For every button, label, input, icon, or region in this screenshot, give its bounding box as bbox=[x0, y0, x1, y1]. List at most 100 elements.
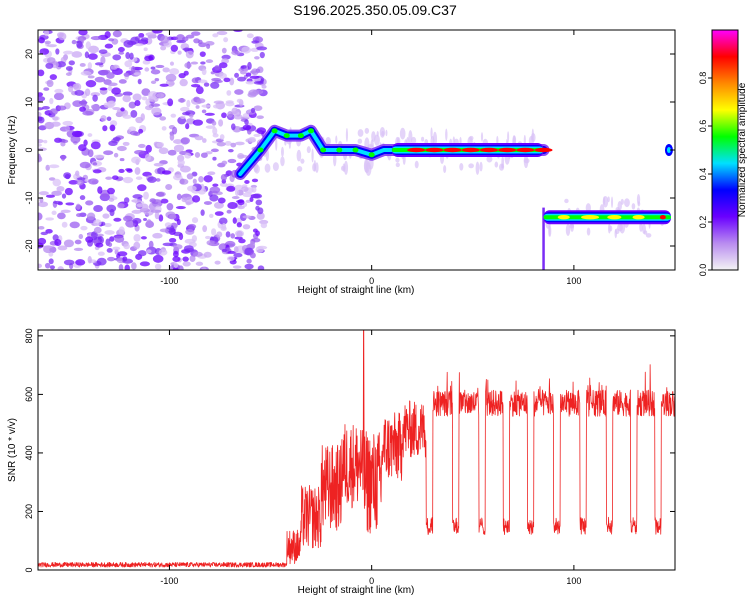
noise-blob bbox=[88, 53, 98, 60]
noise-blob bbox=[161, 170, 172, 175]
noise-blob bbox=[254, 56, 260, 60]
signal-halo bbox=[357, 138, 363, 144]
noise-blob bbox=[38, 111, 42, 117]
noise-blob bbox=[249, 240, 256, 248]
noise-blob bbox=[136, 203, 145, 208]
noise-blob bbox=[132, 93, 142, 101]
noise-blob bbox=[237, 76, 247, 82]
noise-blob bbox=[152, 232, 163, 239]
noise-blob bbox=[134, 167, 141, 175]
noise-blob bbox=[261, 84, 267, 89]
noise-blob bbox=[212, 33, 219, 38]
noise-blob bbox=[53, 200, 63, 205]
noise-blob bbox=[150, 66, 156, 70]
signal-halo bbox=[507, 131, 510, 143]
signal-halo bbox=[280, 156, 285, 167]
noise-blob bbox=[68, 60, 75, 66]
noise-blob bbox=[159, 83, 169, 87]
signal-halo bbox=[468, 163, 474, 169]
noise-blob bbox=[246, 33, 254, 39]
noise-blob bbox=[152, 254, 164, 263]
colorbar-tick-label: 0.8 bbox=[698, 72, 708, 85]
noise-blob bbox=[226, 185, 236, 192]
noise-blob bbox=[237, 205, 245, 210]
noise-blob bbox=[212, 133, 219, 138]
signal-peak bbox=[320, 147, 327, 153]
noise-blob bbox=[87, 256, 92, 264]
noise-blob bbox=[72, 83, 80, 89]
main-tone-hotspot bbox=[534, 147, 553, 153]
noise-blob bbox=[192, 251, 203, 257]
noise-blob bbox=[40, 231, 48, 236]
noise-blob bbox=[205, 59, 214, 63]
noise-blob bbox=[177, 98, 186, 103]
noise-blob bbox=[227, 201, 238, 210]
noise-blob bbox=[155, 64, 165, 69]
figure-title: S196.2025.350.05.09.C37 bbox=[293, 2, 457, 18]
noise-blob bbox=[74, 239, 82, 245]
noise-blob bbox=[141, 88, 151, 96]
noise-blob bbox=[145, 98, 151, 106]
noise-blob bbox=[194, 135, 204, 141]
noise-blob bbox=[97, 251, 105, 256]
noise-blob bbox=[241, 186, 249, 192]
noise-blob bbox=[184, 62, 192, 69]
signal-halo bbox=[586, 227, 591, 236]
noise-blob bbox=[38, 191, 49, 196]
noise-blob bbox=[218, 72, 227, 79]
noise-blob bbox=[169, 214, 177, 220]
noise-blob bbox=[101, 69, 111, 74]
noise-blob bbox=[169, 133, 175, 141]
signal-halo bbox=[523, 158, 530, 164]
noise-blob bbox=[147, 91, 158, 99]
noise-blob bbox=[251, 68, 259, 76]
noise-blob bbox=[79, 161, 91, 169]
isolated-blob-core bbox=[666, 147, 671, 153]
noise-blob bbox=[252, 228, 258, 233]
x-tick-label: 100 bbox=[566, 276, 581, 286]
spectrogram-marks bbox=[38, 30, 673, 270]
signal-halo bbox=[343, 160, 349, 175]
noise-blob bbox=[122, 94, 131, 103]
noise-blob bbox=[140, 37, 149, 42]
noise-blob bbox=[214, 79, 223, 83]
noise-blob bbox=[170, 113, 177, 118]
main-tone-hotspot bbox=[407, 147, 426, 153]
noise-blob bbox=[38, 37, 45, 44]
noise-blob bbox=[79, 63, 86, 67]
signal-halo bbox=[280, 146, 284, 158]
noise-blob bbox=[132, 209, 139, 214]
noise-blob bbox=[144, 67, 150, 72]
noise-blob bbox=[65, 202, 75, 206]
noise-blob bbox=[135, 176, 143, 180]
noise-blob bbox=[227, 158, 237, 164]
shifted-tone-hotspot bbox=[607, 215, 622, 220]
noise-blob bbox=[107, 187, 115, 195]
noise-blob bbox=[106, 204, 117, 213]
noise-blob bbox=[109, 124, 116, 132]
signal-halo bbox=[480, 132, 484, 142]
noise-blob bbox=[217, 197, 226, 204]
noise-blob bbox=[201, 109, 207, 114]
noise-blob bbox=[123, 215, 133, 222]
noise-blob bbox=[131, 262, 137, 270]
signal-halo bbox=[395, 162, 400, 168]
noise-blob bbox=[154, 263, 162, 270]
noise-blob bbox=[158, 147, 169, 155]
noise-blob bbox=[104, 223, 112, 228]
noise-blob bbox=[80, 225, 88, 231]
noise-blob bbox=[165, 184, 173, 191]
noise-blob bbox=[251, 178, 259, 183]
snr-y-ticks: 0 200 400 600 800 bbox=[24, 328, 675, 573]
signal-halo bbox=[565, 223, 571, 236]
noise-blob bbox=[123, 72, 130, 77]
noise-blob bbox=[238, 238, 246, 244]
noise-blob bbox=[113, 152, 119, 158]
noise-blob bbox=[107, 85, 113, 92]
noise-blob bbox=[166, 202, 174, 211]
noise-blob bbox=[104, 43, 114, 49]
noise-blob bbox=[240, 65, 247, 69]
noise-blob bbox=[177, 50, 182, 55]
noise-blob bbox=[143, 217, 148, 222]
